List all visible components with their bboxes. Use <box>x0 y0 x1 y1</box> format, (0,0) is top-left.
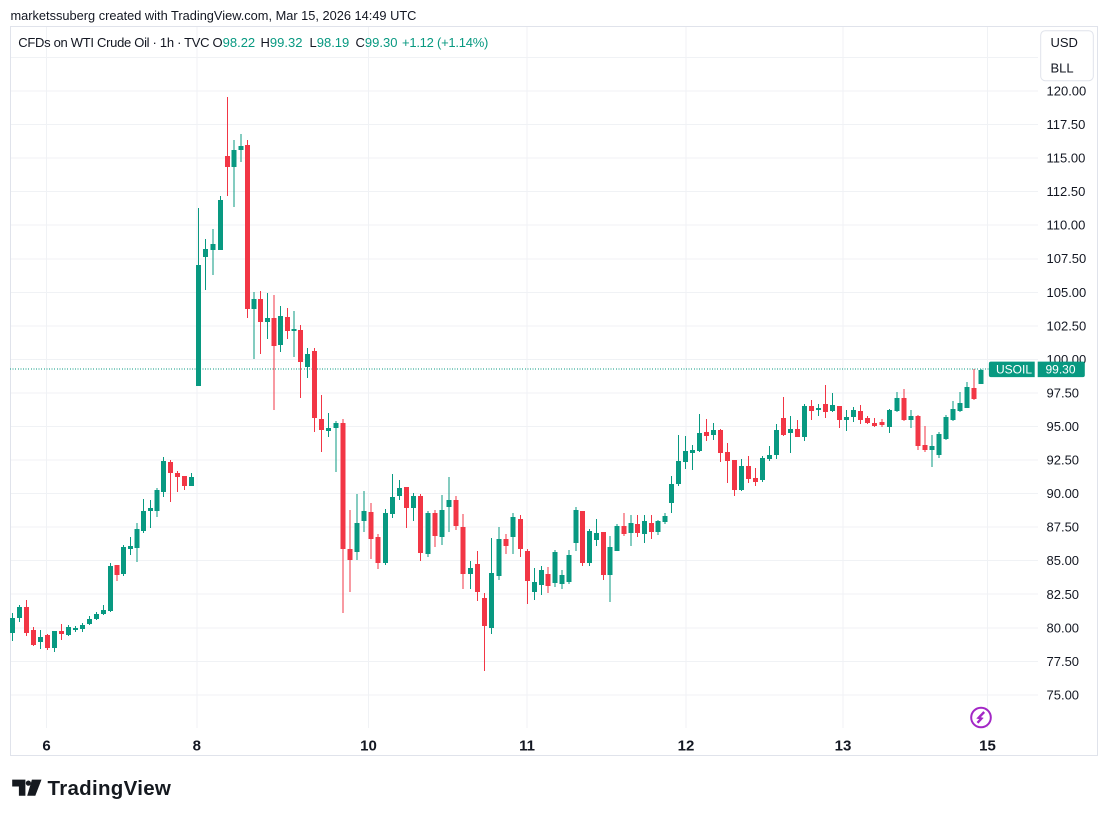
svg-text:L98.19: L98.19 <box>310 35 350 50</box>
svg-text:75.00: 75.00 <box>1047 687 1080 702</box>
svg-text:117.50: 117.50 <box>1047 117 1086 132</box>
svg-text:TradingView: TradingView <box>48 777 172 800</box>
svg-text:97.50: 97.50 <box>1047 385 1080 400</box>
svg-text:10: 10 <box>360 738 377 755</box>
svg-text:95.00: 95.00 <box>1047 419 1080 434</box>
svg-text:6: 6 <box>42 738 50 755</box>
svg-text:15: 15 <box>979 738 996 755</box>
svg-text:11: 11 <box>519 738 535 755</box>
svg-text:102.50: 102.50 <box>1047 318 1087 333</box>
svg-text:13: 13 <box>835 738 852 755</box>
svg-text:85.00: 85.00 <box>1047 553 1080 568</box>
svg-text:112.50: 112.50 <box>1047 184 1086 199</box>
svg-text:90.00: 90.00 <box>1047 486 1080 501</box>
svg-text:USD: USD <box>1051 35 1078 50</box>
svg-text:CFDs on WTI Crude Oil · 1h · T: CFDs on WTI Crude Oil · 1h · TVC <box>18 35 209 50</box>
svg-text:BLL: BLL <box>1051 61 1074 76</box>
svg-text:92.50: 92.50 <box>1047 453 1080 468</box>
svg-text:99.30: 99.30 <box>1045 362 1075 376</box>
svg-text:O98.22: O98.22 <box>213 35 256 50</box>
svg-text:C99.30: C99.30 <box>356 35 398 50</box>
svg-text:82.50: 82.50 <box>1047 587 1080 602</box>
svg-text:105.00: 105.00 <box>1047 285 1087 300</box>
svg-text:110.00: 110.00 <box>1047 218 1086 233</box>
svg-text:107.50: 107.50 <box>1047 251 1087 266</box>
svg-text:115.00: 115.00 <box>1047 151 1086 166</box>
svg-text:77.50: 77.50 <box>1047 654 1080 669</box>
svg-text:USOIL: USOIL <box>996 362 1032 376</box>
svg-text:H99.32: H99.32 <box>261 35 303 50</box>
svg-text:80.00: 80.00 <box>1047 620 1080 635</box>
svg-text:87.50: 87.50 <box>1047 520 1080 535</box>
svg-text:12: 12 <box>678 738 695 755</box>
svg-text:+1.12 (+1.14%): +1.12 (+1.14%) <box>402 35 488 50</box>
svg-text:120.00: 120.00 <box>1047 84 1087 99</box>
svg-text:8: 8 <box>193 738 201 755</box>
svg-text:marketssuberg created with Tra: marketssuberg created with TradingView.c… <box>11 8 417 23</box>
